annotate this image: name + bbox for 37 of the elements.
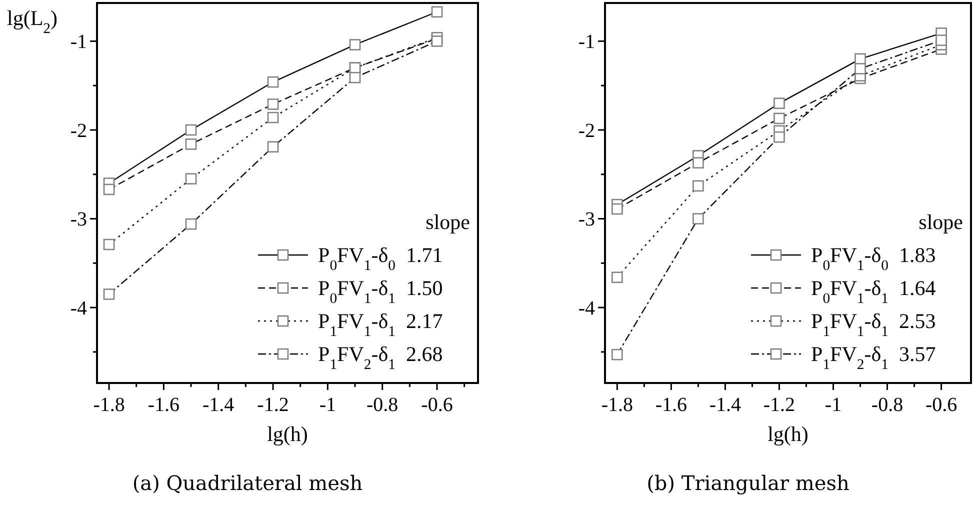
legend-label: P$_{0}$FV$_{1}$-δ$_{0}$ 1.83: [811, 243, 936, 274]
y-axis-title: lg(L$_{2}$): [7, 6, 58, 37]
legend-title: slope: [918, 210, 963, 234]
y-tick-label: -4: [70, 298, 87, 320]
y-tick-label: -4: [578, 298, 595, 320]
x-tick-label: -1.2: [257, 394, 289, 416]
legend-label: P$_{0}$FV$_{1}$-δ$_{0}$ 1.71: [318, 243, 443, 274]
x-tick-label: -1.8: [93, 394, 125, 416]
legend-label: P$_{1}$FV$_{2}$-δ$_{1}$ 2.68: [318, 342, 443, 373]
legend-label: P$_{0}$FV$_{1}$-δ$_{1}$ 1.64: [811, 276, 936, 307]
x-tick-label: -0.8: [366, 394, 398, 416]
x-tick-label: -1.4: [709, 394, 742, 416]
x-tick-label: -1.2: [763, 394, 796, 416]
text: (b) Triangular mesh: [646, 471, 850, 495]
x-tick-label: -1: [319, 394, 336, 416]
y-tick-label: -2: [70, 120, 87, 142]
y-tick-label: -3: [70, 208, 87, 231]
x-tick-label: -1: [824, 394, 842, 416]
x-tick-label: -1.4: [202, 394, 234, 416]
y-tick-label: -2: [578, 120, 595, 142]
legend-label: P$_{1}$FV$_{2}$-δ$_{1}$ 3.57: [811, 342, 936, 373]
x-tick-label: -0.6: [925, 394, 958, 416]
x-axis-title: lg(h): [768, 422, 808, 446]
x-tick-label: -1.8: [601, 394, 633, 416]
y-tick-label: -1: [70, 31, 87, 54]
x-tick-label: -0.8: [871, 394, 904, 416]
y-tick-label: -3: [578, 208, 595, 231]
x-tick-label: -1.6: [148, 394, 180, 416]
legend-label: P$_{1}$FV$_{1}$-δ$_{1}$ 2.17: [318, 309, 443, 340]
y-tick-label: -1: [578, 31, 595, 54]
legend-title: slope: [426, 210, 470, 234]
text: (a) Quadrilateral mesh: [132, 471, 363, 495]
legend-label: P$_{0}$FV$_{1}$-δ$_{1}$ 1.50: [318, 276, 443, 307]
x-axis-title: lg(h): [267, 422, 308, 446]
x-tick-label: -1.6: [655, 394, 688, 416]
legend-label: P$_{1}$FV$_{1}$-δ$_{1}$ 2.53: [811, 309, 936, 340]
x-tick-label: -0.6: [421, 394, 453, 416]
